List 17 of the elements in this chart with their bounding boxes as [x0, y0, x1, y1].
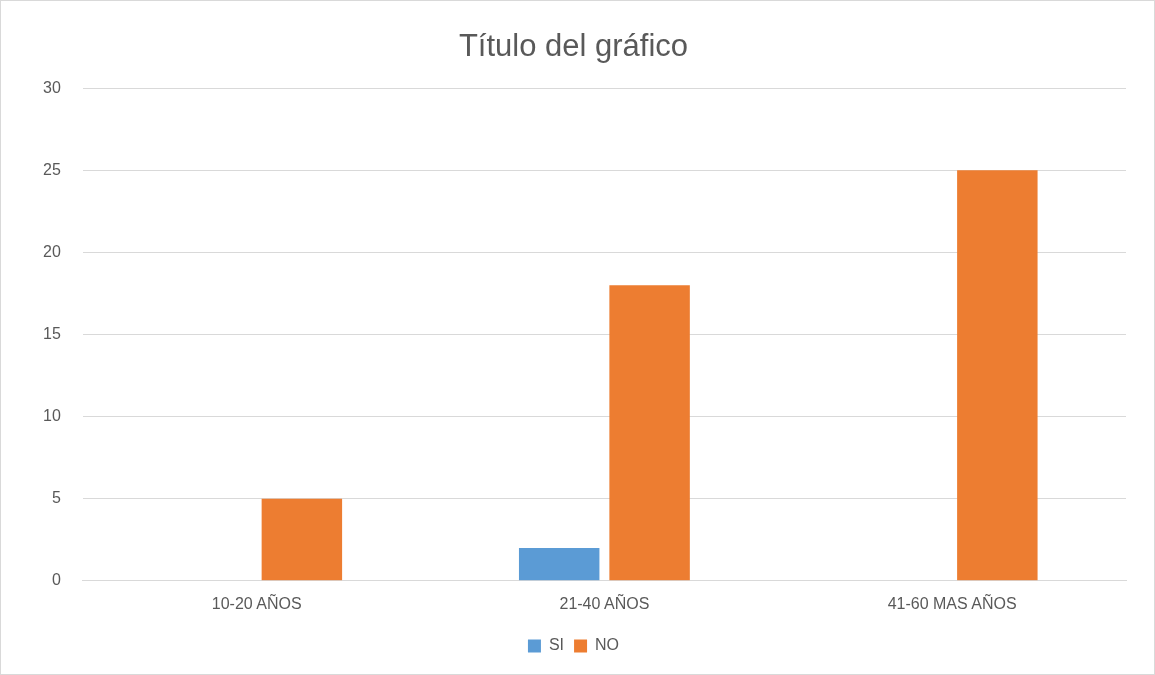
bar	[609, 285, 690, 581]
y-tick-label: 30	[43, 78, 61, 96]
y-tick-label: 20	[43, 242, 61, 260]
legend-label: SI	[548, 636, 565, 654]
y-tick-label: 0	[51, 571, 61, 589]
bar	[957, 170, 1038, 581]
x-tick-label: 41-60 MAS AÑOS	[887, 592, 1017, 612]
bar	[261, 498, 343, 581]
x-tick-label: 21-40 AÑOS	[559, 592, 650, 612]
y-tick-label: 10	[43, 407, 61, 425]
chart-title: Título del gráfico	[458, 28, 689, 64]
x-tick-label: 10-20 AÑOS	[211, 592, 302, 612]
legend-label: NO	[595, 636, 620, 654]
bar	[518, 547, 600, 581]
y-tick-label: 5	[51, 489, 61, 507]
y-tick-label: 25	[43, 160, 61, 178]
y-tick-label: 15	[43, 324, 61, 342]
